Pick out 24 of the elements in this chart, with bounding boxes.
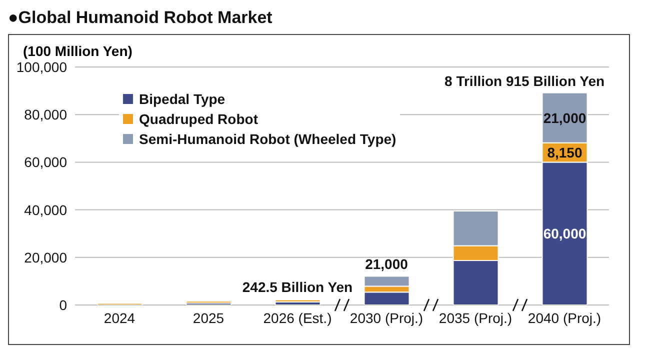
x-tick-label: 2030 (Proj.): [350, 310, 424, 326]
y-tick-label: 40,000: [24, 202, 68, 218]
data-label: 60,000: [543, 226, 586, 242]
annotation: 242.5 Billion Yen: [242, 279, 353, 296]
chart-title: ●Global Humanoid Robot Market: [8, 8, 274, 28]
x-tick-label: 2035 (Proj.): [438, 310, 512, 326]
annotation: 21,000: [365, 256, 408, 272]
y-tick-label: 80,000: [24, 106, 68, 123]
bar: [274, 299, 321, 302]
data-label: 8,150: [547, 144, 582, 160]
x-tick-label: 2026 (Est.): [263, 310, 332, 326]
y-tick-label: 0: [59, 296, 68, 313]
legend-label: Semi-Humanoid Robot (Wheeled Type): [138, 130, 396, 149]
annotation: 8 Trillion 915 Billion Yen: [444, 72, 605, 89]
x-tick-label: 2024: [104, 310, 136, 326]
data-label: 21,000: [543, 110, 586, 126]
x-tick-label: 2025: [192, 310, 224, 326]
y-tick-label: 20,000: [24, 249, 68, 266]
y-axis-title: (100 Million Yen): [23, 43, 132, 59]
legend-label: Bipedal Type: [138, 90, 226, 109]
x-tick-label: 2040 (Proj.): [528, 310, 602, 326]
legend-label: Quadruped Robot: [138, 110, 259, 129]
y-tick-label: 60,000: [24, 154, 68, 170]
y-tick-label: 100,000: [16, 58, 68, 75]
